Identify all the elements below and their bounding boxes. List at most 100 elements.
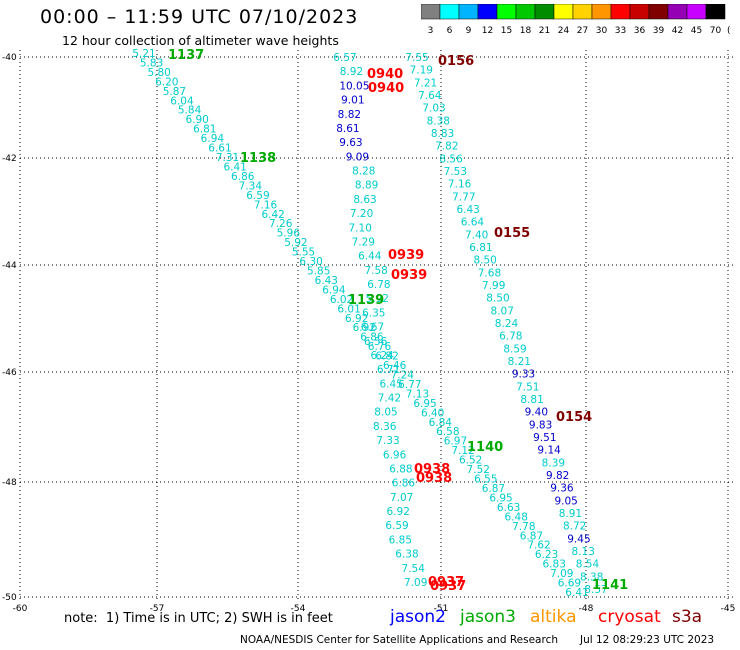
- track-time-label: 1139: [348, 293, 384, 308]
- wave-height-value: 9.51: [533, 432, 556, 444]
- wave-height-value: 6.97: [444, 436, 467, 448]
- units-note: note: 1) Time is in UTC; 2) SWH is in fe…: [64, 611, 333, 626]
- wave-height-value: 8.82: [338, 109, 361, 121]
- track-1138: 6.57 8.92 10.05 9.01 8.82 8.61 9.63 9.09 8.28 8.8…: [333, 52, 427, 589]
- wave-height-value: 6.71: [377, 364, 400, 376]
- wave-height-value: 8.50: [486, 293, 509, 305]
- wave-height-value: 6.92: [353, 322, 376, 334]
- track-time-label: 0155: [494, 226, 530, 241]
- legend-label: 21: [539, 26, 550, 36]
- track-time-label: 0937: [428, 575, 464, 590]
- wave-height-value: 6.67: [361, 322, 384, 334]
- wave-height-value: 7.82: [435, 141, 458, 153]
- legend-label: 12: [482, 26, 493, 36]
- wave-height-value: 7.42: [378, 393, 401, 405]
- wave-height-value: 8.81: [520, 394, 543, 406]
- wave-height-value: 6.92: [345, 313, 368, 325]
- wave-height-value: 5.85: [307, 265, 330, 277]
- wave-height-value: 6.86: [392, 478, 416, 490]
- wave-height-value: 7.09: [404, 577, 427, 589]
- lat-label: -48: [2, 478, 17, 488]
- wave-height-value: 9.63: [339, 137, 362, 149]
- wave-height-value: 6.01: [337, 303, 360, 315]
- wave-height-value: 8.05: [374, 407, 397, 419]
- legend-label: 36: [634, 26, 646, 36]
- wave-height-value: 8.61: [336, 123, 359, 135]
- wave-height-value: 5.92: [284, 237, 307, 249]
- wave-height-value: 9.83: [529, 419, 552, 431]
- wave-height-value: 9.40: [525, 407, 548, 419]
- track-time-label: 0154: [556, 410, 592, 425]
- wave-height-value: 8.57: [584, 584, 607, 596]
- satellite-s3a-label: s3a: [672, 607, 703, 627]
- wave-height-value: 6.78: [367, 279, 390, 291]
- lon-label: -48: [579, 604, 594, 614]
- wave-height-value: 7.52: [467, 464, 490, 476]
- track-time-label: 0940: [367, 67, 403, 82]
- track-1137: 5.215.835.806.205.876.045.846.906.816.94…: [132, 48, 588, 599]
- wave-height-value: 7.03: [422, 103, 445, 115]
- wave-height-value: 9.14: [537, 445, 561, 457]
- wave-height-value: 6.83: [543, 559, 566, 571]
- lon-label: -57: [150, 604, 165, 614]
- legend-label: 3: [428, 26, 434, 36]
- track-time-label: 0939: [391, 268, 427, 283]
- wave-height-value: 7.12: [451, 445, 474, 457]
- wave-height-value: 8.38: [580, 571, 603, 583]
- legend-unit: (ft): [727, 26, 731, 36]
- wave-height-value: 6.52: [459, 455, 482, 467]
- wave-height-value: 7.13: [406, 388, 429, 400]
- lon-label: -45: [721, 604, 736, 614]
- wave-height-value: 5.21: [132, 48, 155, 60]
- wave-height-value: 7.77: [452, 191, 475, 203]
- legend-label: 33: [615, 26, 626, 36]
- wave-height-value: 5.84: [178, 105, 202, 117]
- wave-height-value: 8.91: [559, 508, 582, 520]
- wave-height-value: 9.05: [554, 495, 577, 507]
- track-time-label: 0156: [438, 54, 474, 69]
- legend-label: 30: [596, 26, 608, 36]
- wave-height-value: 6.38: [395, 549, 418, 561]
- wave-height-value: 7.24: [391, 370, 415, 382]
- wave-height-value: 8.72: [563, 521, 586, 533]
- wave-height-value: 6.81: [469, 242, 492, 254]
- legend-label: 15: [501, 26, 512, 36]
- footer-timestamp: Jul 12 08:29:23 UTC 2023: [580, 634, 715, 646]
- wave-height-value: 7.29: [352, 236, 375, 248]
- wave-height-value: 9.33: [512, 369, 535, 381]
- wave-height-value: 7.33: [376, 435, 399, 447]
- map-subtitle: 12 hour collection of altimeter wave hei…: [62, 33, 339, 48]
- wave-height-value: 7.07: [390, 492, 413, 504]
- track-0156: 7.557.197.217.647.038.388.837.828.567.53…: [405, 52, 607, 596]
- wave-height-value: 7.26: [269, 218, 293, 230]
- track-time-label: 1141: [592, 578, 628, 593]
- wave-height-value: 8.13: [572, 546, 595, 558]
- legend-label: 9: [466, 26, 472, 36]
- wave-height-value: 5.96: [277, 228, 301, 240]
- wave-height-value: 6.94: [322, 284, 346, 296]
- wave-height-value: 6.40: [421, 407, 444, 419]
- wave-height-value: 8.21: [508, 356, 531, 368]
- wave-height-value: 6.35: [362, 307, 385, 319]
- satellite-cryosat-label: cryosat: [598, 607, 661, 627]
- wave-height-value: 6.63: [497, 502, 520, 514]
- wave-height-value: 9.01: [341, 95, 364, 107]
- wave-height-value: 7.53: [444, 166, 467, 178]
- wave-height-value: 6.41: [565, 587, 588, 599]
- wave-height-value: 6.86: [231, 171, 255, 183]
- wave-height-value: 9.36: [550, 483, 574, 495]
- wave-height-value: 7.20: [350, 208, 373, 220]
- wave-height-value: 5.80: [147, 67, 170, 79]
- wave-height-value: 8.28: [352, 166, 375, 178]
- satellite-jason3-label: jason3: [460, 607, 516, 627]
- wave-height-value: 7.64: [418, 90, 442, 102]
- legend-label: 27: [577, 26, 588, 36]
- wave-height-value: 8.56: [439, 153, 463, 165]
- wave-height-value: 7.10: [349, 222, 372, 234]
- track-time-label: 0938: [414, 462, 450, 477]
- wave-height-value: 6.04: [170, 95, 194, 107]
- wave-height-value: 7.19: [410, 65, 433, 77]
- wave-height-value: 5.87: [163, 86, 186, 98]
